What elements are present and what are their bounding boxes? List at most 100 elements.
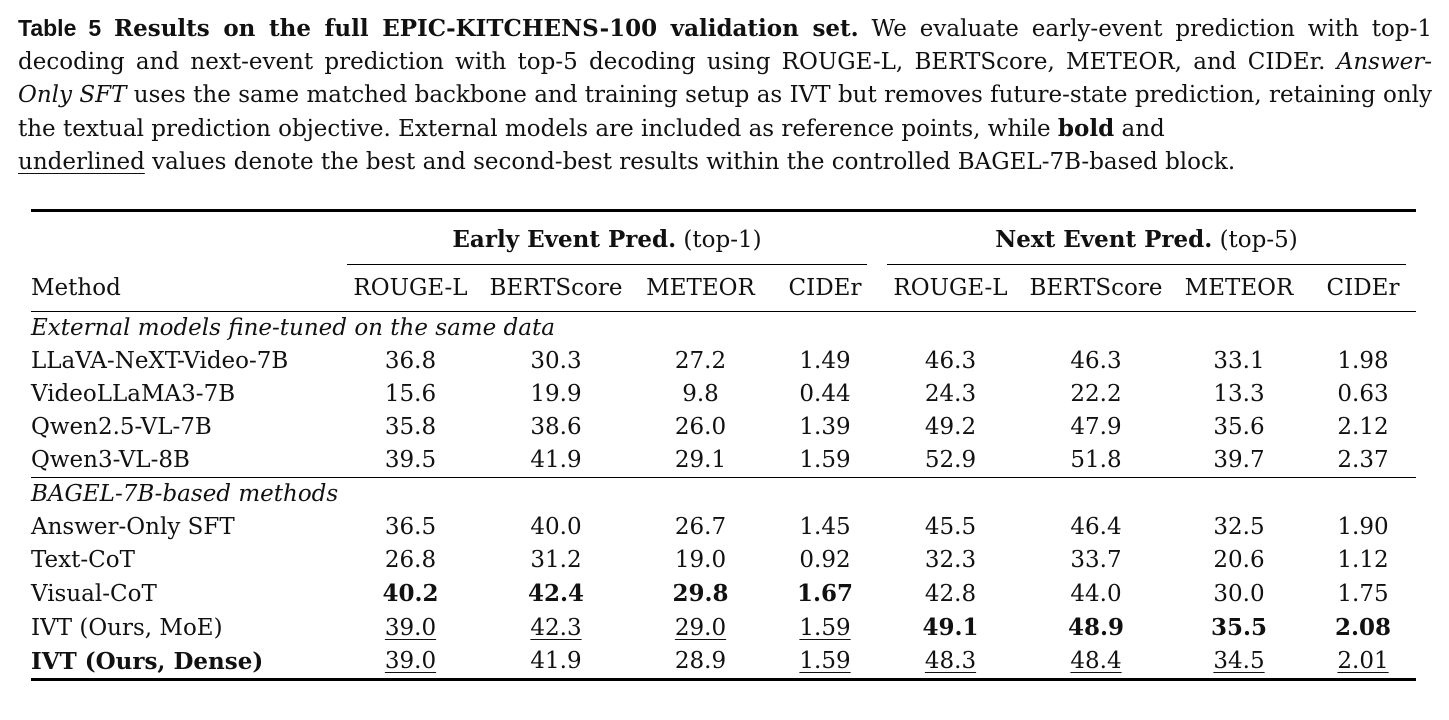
value-text: 32.3	[924, 547, 977, 573]
value-cell: 48.9	[1024, 611, 1168, 645]
value-text: 49.2	[924, 414, 977, 440]
value-text: 0.92	[799, 547, 851, 573]
caption-bold-word: bold	[1057, 115, 1115, 142]
value-text: 29.0	[674, 614, 727, 641]
value-cell: 26.8	[337, 544, 484, 577]
value-cell: 31.2	[484, 544, 628, 577]
method-cell: Qwen2.5-VL-7B	[31, 414, 212, 440]
group-early-suffix: (top-1)	[683, 227, 762, 253]
value-text: 42.8	[924, 580, 977, 607]
value-cell: 20.6	[1168, 544, 1310, 577]
table-caption: Table 5 Results on the full EPIC-KITCHEN…	[18, 12, 1432, 179]
value-text: 47.9	[1070, 414, 1122, 440]
value-text: 2.12	[1337, 414, 1389, 440]
value-text: 49.1	[922, 614, 979, 641]
value-cell: 1.45	[773, 511, 877, 544]
table-row: Answer-Only SFT 36.5 40.0 26.7 1.45 45.5 46.4 3…	[31, 511, 1416, 544]
value-cell: 24.3	[877, 378, 1024, 411]
value-text: 36.8	[384, 348, 437, 374]
value-cell: 48.4	[1024, 645, 1168, 678]
value-text: 0.63	[1337, 381, 1389, 407]
value-cell: 1.90	[1310, 511, 1416, 544]
table-row: Qwen2.5-VL-7B 35.8 38.6 26.0 1.39 49.2 47.9 35.…	[31, 411, 1416, 444]
method-cell: Visual-CoT	[31, 580, 157, 607]
value-cell: 1.98	[1310, 345, 1416, 378]
bottom-rule	[31, 678, 1416, 681]
caption-underlined-word: underlined	[18, 149, 145, 175]
method-header: Method	[31, 274, 121, 301]
value-text: 26.0	[674, 414, 727, 440]
value-text: 2.37	[1337, 447, 1389, 473]
method-cell: IVT (Ours, Dense)	[31, 648, 264, 675]
value-cell: 33.1	[1168, 345, 1310, 378]
value-text: 1.39	[799, 414, 851, 440]
value-text: 2.01	[1337, 648, 1389, 674]
value-text: 15.6	[384, 381, 437, 407]
value-cell: 27.2	[628, 345, 773, 378]
table-row: Qwen3-VL-8B 39.5 41.9 29.1 1.59 52.9 51.8 39.7 2…	[31, 444, 1416, 478]
value-cell: 41.9	[484, 645, 628, 678]
value-text: 41.9	[530, 648, 582, 674]
value-text: 20.6	[1213, 547, 1265, 573]
value-text: 1.59	[799, 447, 851, 473]
column-header-row: Method ROUGE-L BERTScore METEOR CIDEr ROUGE-…	[31, 265, 1416, 312]
value-cell: 2.08	[1310, 611, 1416, 645]
value-text: 39.7	[1213, 447, 1265, 473]
value-text: 33.7	[1070, 547, 1122, 573]
method-cell: IVT (Ours, MoE)	[31, 614, 223, 641]
value-text: 1.12	[1337, 547, 1389, 573]
value-text: 19.0	[674, 547, 727, 573]
value-cell: 1.59	[773, 611, 877, 645]
value-text: 46.3	[1070, 348, 1122, 374]
value-text: 29.8	[672, 580, 729, 607]
value-cell: 32.5	[1168, 511, 1310, 544]
value-cell: 1.59	[773, 444, 877, 478]
value-text: 52.9	[924, 447, 977, 473]
table-row: IVT (Ours, MoE) 39.0 42.3 29.0 1.59 49.1 48.9 3…	[31, 611, 1416, 645]
value-text: 31.2	[530, 547, 582, 573]
value-text: 46.4	[1070, 514, 1122, 540]
value-cell: 1.39	[773, 411, 877, 444]
value-text: 32.5	[1213, 514, 1265, 540]
table-row: Visual-CoT 40.2 42.4 29.8 1.67 42.8 44.0 30.0 1.…	[31, 577, 1416, 611]
value-cell: 34.5	[1168, 645, 1310, 678]
group-header-next: Next Event Pred. (top-5)	[877, 212, 1416, 265]
value-cell: 29.0	[628, 611, 773, 645]
table-row: Text-CoT 26.8 31.2 19.0 0.92 32.3 33.7 20.6 1.12	[31, 544, 1416, 577]
group-header-early: Early Event Pred. (top-1)	[337, 212, 877, 265]
value-cell: 49.2	[877, 411, 1024, 444]
value-cell: 1.12	[1310, 544, 1416, 577]
value-text: 28.9	[674, 648, 727, 674]
table-row: VideoLLaMA3-7B 15.6 19.9 9.8 0.44 24.3 22.2 13.…	[31, 378, 1416, 411]
value-text: 30.0	[1213, 580, 1265, 607]
top-rule	[31, 209, 1416, 212]
value-cell: 41.9	[484, 444, 628, 478]
method-cell: Text-CoT	[31, 547, 135, 573]
column-header: ROUGE-L	[893, 274, 1008, 301]
value-text: 1.59	[799, 614, 851, 641]
value-text: 45.5	[924, 514, 977, 540]
value-cell: 22.2	[1024, 378, 1168, 411]
caption-sentence-2: uses the same matched backbone and train…	[18, 82, 1433, 142]
value-text: 35.5	[1210, 614, 1268, 641]
value-cell: 51.8	[1024, 444, 1168, 478]
value-cell: 40.2	[337, 577, 484, 611]
value-cell: 2.37	[1310, 444, 1416, 478]
value-cell: 46.3	[877, 345, 1024, 378]
value-text: 48.4	[1070, 648, 1122, 674]
value-text: 35.6	[1213, 414, 1265, 440]
value-text: 1.59	[799, 648, 851, 674]
value-cell: 35.8	[337, 411, 484, 444]
value-text: 36.5	[384, 514, 437, 540]
value-cell: 13.3	[1168, 378, 1310, 411]
value-cell: 46.4	[1024, 511, 1168, 544]
caption-title: Results on the full EPIC-KITCHENS-100 va…	[114, 15, 859, 42]
results-grid: Early Event Pred. (top-1) Next Event Pre…	[31, 212, 1416, 678]
value-text: 27.2	[674, 348, 727, 374]
column-header: CIDEr	[1326, 274, 1400, 301]
value-text: 19.9	[530, 381, 582, 407]
value-cell: 29.1	[628, 444, 773, 478]
value-cell: 15.6	[337, 378, 484, 411]
value-text: 1.67	[796, 580, 854, 607]
value-text: 22.2	[1070, 381, 1122, 407]
